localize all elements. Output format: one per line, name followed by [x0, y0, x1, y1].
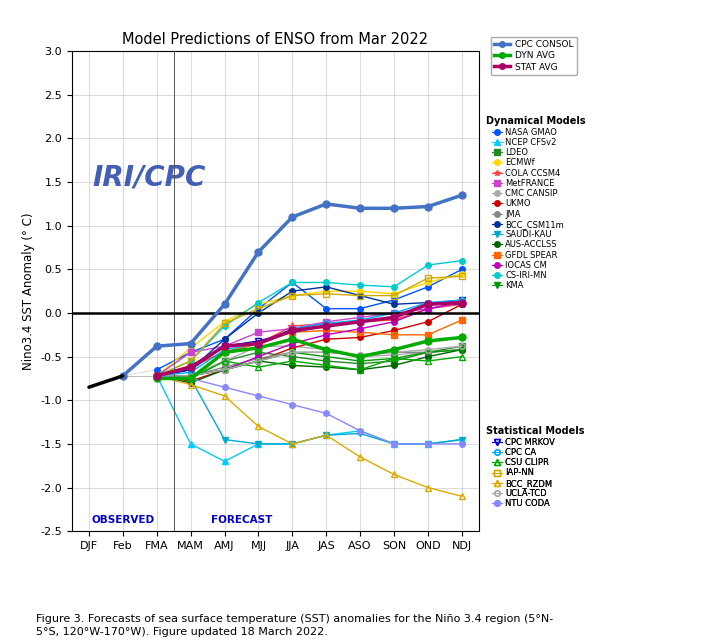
Y-axis label: Nino3.4 SST Anomaly (° C): Nino3.4 SST Anomaly (° C): [22, 212, 35, 370]
Text: FORECAST: FORECAST: [211, 515, 272, 525]
Text: Figure 3. Forecasts of sea surface temperature (SST) anomalies for the Niño 3.4 : Figure 3. Forecasts of sea surface tempe…: [36, 614, 553, 637]
Text: OBSERVED: OBSERVED: [91, 515, 154, 525]
Text: Dynamical Models: Dynamical Models: [486, 116, 585, 126]
Text: IRI/CPC: IRI/CPC: [92, 164, 206, 191]
Text: Statistical Models: Statistical Models: [486, 426, 585, 436]
Title: Model Predictions of ENSO from Mar 2022: Model Predictions of ENSO from Mar 2022: [122, 32, 428, 47]
Legend: CPC MRKOV, CPC CA, CSU CLIPR, IAP-NN, BCC_RZDM, UCLA-TCD, NTU CODA: CPC MRKOV, CPC CA, CSU CLIPR, IAP-NN, BC…: [490, 436, 557, 510]
